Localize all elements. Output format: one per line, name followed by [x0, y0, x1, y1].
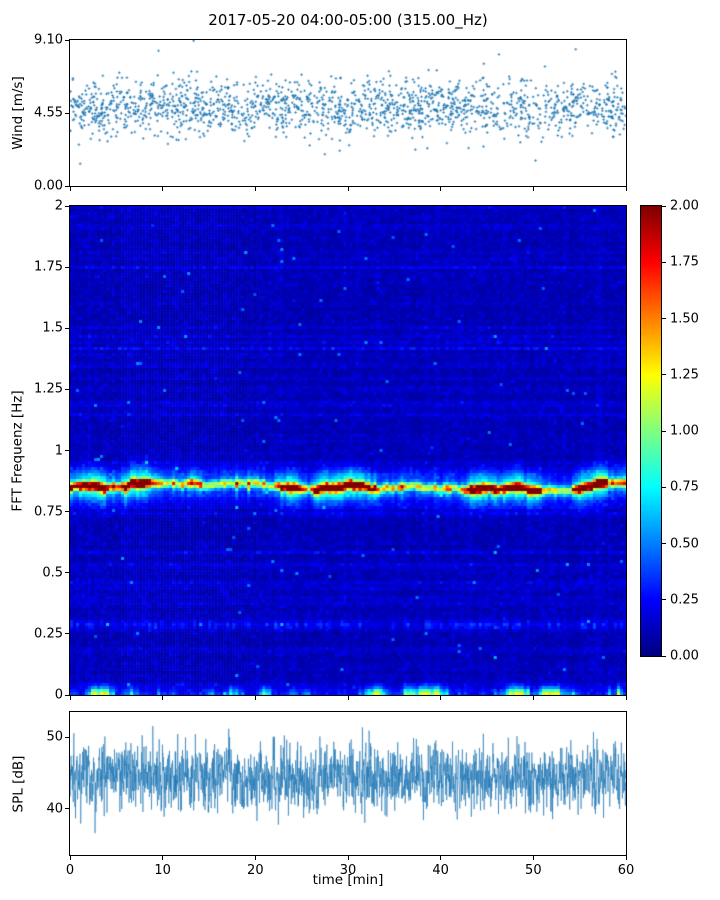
- colorbar-tick-label: 1.50: [670, 311, 699, 326]
- colorbar-tick-label: 1.25: [670, 367, 699, 383]
- y-tick-mark: [65, 327, 69, 329]
- x-tick-label: 0: [65, 863, 75, 878]
- y-tick-mark: [65, 633, 69, 635]
- x-tick-mark: [532, 856, 534, 860]
- x-tick-mark: [347, 696, 349, 700]
- colorbar-tick-label: 1.00: [670, 423, 699, 439]
- x-tick-mark: [69, 187, 71, 191]
- colorbar-tick-label: 0.50: [670, 536, 699, 551]
- y-tick-label: 1: [54, 443, 63, 458]
- colorbar-tick-mark: [662, 374, 666, 376]
- axis-label-text: Wind [m/s]: [10, 76, 26, 150]
- x-tick-mark: [625, 856, 627, 860]
- y-tick-mark: [65, 808, 69, 810]
- x-tick-mark: [532, 187, 534, 191]
- y-tick-label: 40: [46, 801, 63, 817]
- x-tick-label: 40: [432, 863, 449, 878]
- y-tick-mark: [65, 450, 69, 451]
- colorbar-tick-mark: [662, 655, 666, 657]
- x-tick-mark: [162, 187, 164, 191]
- x-tick-mark: [162, 856, 164, 860]
- axis-label-text: SPL [dB]: [10, 755, 27, 812]
- x-tick-label: 30: [339, 863, 357, 878]
- y-tick-mark: [65, 388, 69, 390]
- colorbar-tick-label: 0.75: [670, 479, 699, 495]
- x-tick-mark: [440, 187, 442, 191]
- colorbar-tick-label: 0.00: [670, 648, 699, 664]
- colorbar-tick-mark: [662, 205, 666, 207]
- x-tick-mark: [254, 696, 256, 700]
- y-tick-mark: [65, 694, 69, 696]
- y-tick-label: 1.25: [34, 381, 63, 397]
- fft-frequency-y-axis-label: FFT Frequenz [Hz]: [6, 206, 30, 695]
- colorbar-canvas: [640, 205, 662, 657]
- colorbar-tick-label: 2.00: [670, 198, 699, 214]
- y-tick-label: 1.75: [34, 259, 63, 275]
- y-tick-mark: [65, 736, 69, 738]
- x-tick-label: 10: [154, 863, 171, 878]
- colorbar-tick-label: 0.25: [670, 592, 699, 608]
- colorbar-tick-mark: [662, 430, 666, 432]
- y-tick-mark: [65, 185, 69, 187]
- colorbar-tick-label: 1.75: [670, 254, 699, 270]
- y-tick-label: 0.00: [34, 178, 63, 194]
- y-tick-mark: [65, 511, 69, 513]
- y-tick-label: 9.10: [34, 32, 63, 48]
- x-tick-mark: [347, 856, 349, 860]
- y-tick-label: 0.75: [34, 504, 63, 520]
- y-tick-mark: [65, 39, 69, 41]
- y-tick-mark: [65, 266, 69, 268]
- x-tick-mark: [69, 696, 71, 700]
- colorbar-tick-mark: [662, 486, 666, 488]
- y-tick-label: 4.55: [34, 105, 63, 121]
- colorbar-tick-mark: [662, 599, 666, 601]
- x-tick-mark: [625, 187, 627, 191]
- x-tick-label: 20: [247, 863, 264, 878]
- colorbar-tick-mark: [662, 318, 666, 319]
- x-tick-label: 60: [617, 863, 635, 878]
- x-axis-label: time [min]: [312, 872, 384, 888]
- y-tick-mark: [65, 112, 69, 114]
- y-tick-label: 0.5: [42, 565, 63, 581]
- figure-title: 2017-05-20 04:00-05:00 (315.00_Hz): [208, 11, 488, 29]
- y-tick-mark: [65, 572, 69, 574]
- spl-y-axis-label: SPL [dB]: [6, 712, 30, 855]
- y-tick-mark: [65, 205, 69, 207]
- wind-y-axis-label: Wind [m/s]: [6, 40, 30, 186]
- spectrogram-canvas: [69, 205, 627, 696]
- x-tick-mark: [625, 696, 627, 700]
- colorbar-tick-mark: [662, 261, 666, 263]
- y-tick-label: 0.25: [34, 626, 63, 642]
- x-tick-mark: [69, 856, 71, 860]
- x-tick-mark: [162, 696, 164, 700]
- x-tick-label: 50: [525, 863, 542, 878]
- x-tick-mark: [532, 696, 534, 700]
- x-tick-mark: [254, 856, 256, 860]
- y-tick-label: 1.5: [42, 320, 63, 336]
- axis-label-text: FFT Frequenz [Hz]: [10, 389, 26, 512]
- x-tick-mark: [347, 187, 349, 191]
- x-tick-mark: [440, 856, 442, 860]
- y-tick-label: 2: [54, 198, 63, 214]
- x-tick-mark: [254, 187, 256, 191]
- wind-scatter-canvas: [69, 39, 627, 187]
- y-tick-label: 0: [54, 687, 63, 703]
- spl-line-canvas: [69, 711, 627, 856]
- x-tick-mark: [440, 696, 442, 700]
- colorbar-tick-mark: [662, 543, 666, 544]
- y-tick-label: 50: [46, 729, 63, 745]
